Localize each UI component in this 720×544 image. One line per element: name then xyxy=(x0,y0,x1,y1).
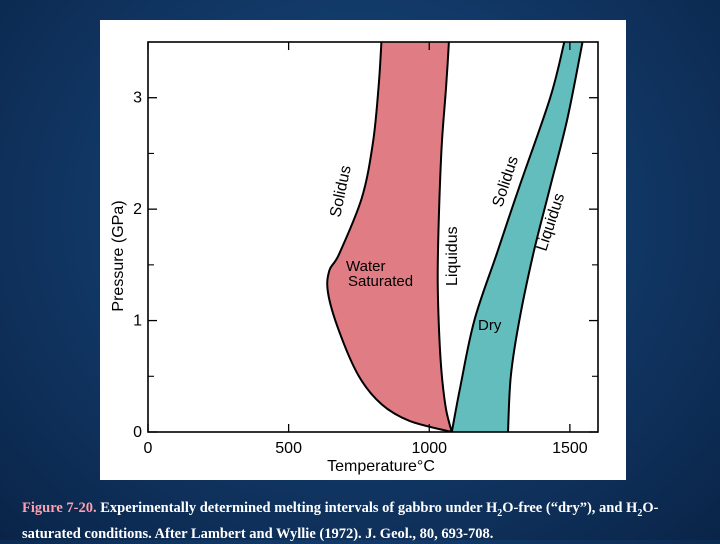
caption-sub-1: 2 xyxy=(497,507,503,519)
y-tick-label: 1 xyxy=(133,313,142,330)
caption-text-3: O-saturated conditions. After Lambert an… xyxy=(22,500,659,542)
x-tick-label: 0 xyxy=(144,440,153,457)
figure-panel: 0 500 1000 1500 0 1 2 3 Solidus Liquidus Solidu… xyxy=(100,20,626,480)
label-liquidus-water: Liquidus xyxy=(444,226,461,286)
water-saturated-melting-area xyxy=(327,42,452,432)
caption-text-2: O-free (“dry”), and H xyxy=(502,500,638,516)
caption-figure-number: Figure 7-20. xyxy=(22,500,97,516)
y-tick-label: 3 xyxy=(133,90,142,107)
label-water-saturated-line2: Saturated xyxy=(348,273,413,290)
y-tick-label: 0 xyxy=(133,424,142,441)
y-axis-label: Pressure (GPa) xyxy=(110,200,127,311)
dry-melting-area xyxy=(451,42,583,432)
label-dry: Dry xyxy=(478,317,502,334)
plot-areas xyxy=(327,42,583,432)
y-tick-label: 2 xyxy=(133,201,142,218)
x-axis-label: Temperature°C xyxy=(327,458,435,475)
water-solidus-curve xyxy=(326,42,453,432)
x-tick-label: 500 xyxy=(275,440,302,457)
label-water-saturated-line1: Water xyxy=(346,258,385,275)
caption-sub-2: 2 xyxy=(637,507,643,519)
x-tick-label: 1000 xyxy=(411,440,447,457)
dry-solidus-curve xyxy=(450,42,566,432)
dry-liquidus-curve xyxy=(507,42,584,432)
plot-frame xyxy=(147,41,599,433)
x-tick-label: 1500 xyxy=(552,440,588,457)
caption-text-1: Experimentally determined melting interv… xyxy=(96,500,498,516)
axis-ticks: 0 500 1000 1500 0 1 2 3 xyxy=(133,42,598,457)
boundary-curves xyxy=(326,42,584,432)
figure-caption: Figure 7-20. Experimentally determined m… xyxy=(22,498,712,544)
water-liquidus-curve xyxy=(436,42,453,432)
label-solidus-water: Solidus xyxy=(327,164,355,219)
